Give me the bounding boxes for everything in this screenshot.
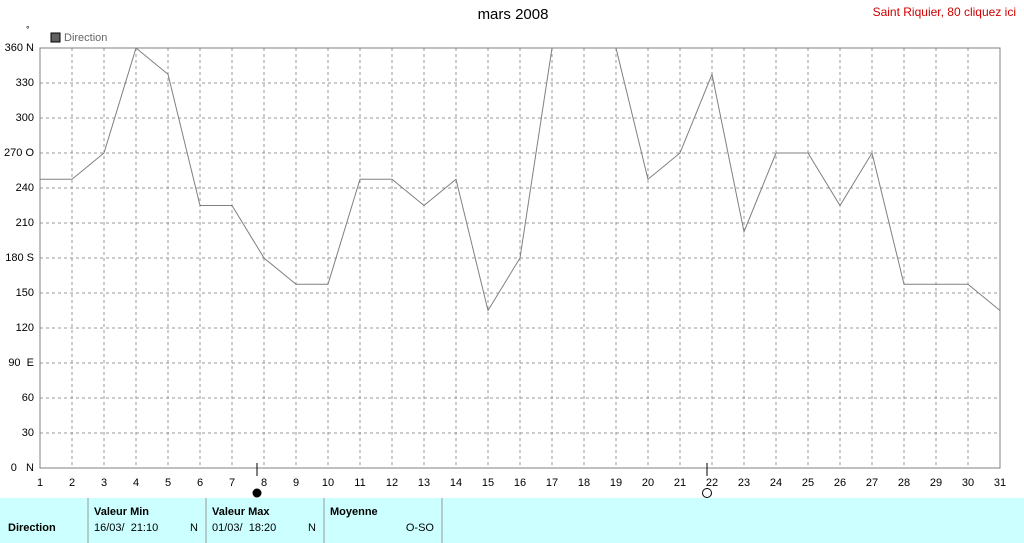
new-moon-icon bbox=[252, 488, 262, 498]
y-tick-label: 210 bbox=[16, 217, 34, 229]
x-tick-label: 13 bbox=[418, 477, 430, 489]
station-link[interactable]: Saint Riquier, 80 cliquez ici bbox=[873, 5, 1016, 19]
x-tick-label: 18 bbox=[578, 477, 590, 489]
chart-title: mars 2008 bbox=[478, 6, 549, 23]
x-tick-label: 27 bbox=[866, 477, 878, 489]
cell: N bbox=[190, 522, 198, 534]
y-tick-label: 120 bbox=[16, 322, 34, 334]
data-line bbox=[40, 47, 1001, 312]
x-tick-label: 6 bbox=[197, 477, 203, 489]
cell: N bbox=[308, 522, 316, 534]
x-tick-label: 22 bbox=[706, 477, 718, 489]
x-tick-label: 2 bbox=[69, 477, 75, 489]
x-tick-label: 28 bbox=[898, 477, 910, 489]
y-tick-label: 240 bbox=[16, 182, 34, 194]
x-tick-label: 9 bbox=[293, 477, 299, 489]
x-tick-label: 12 bbox=[386, 477, 398, 489]
x-tick-label: 19 bbox=[610, 477, 622, 489]
y-tick-label: 270 O bbox=[4, 147, 34, 159]
x-tick-label: 26 bbox=[834, 477, 846, 489]
legend-label: Direction bbox=[64, 32, 107, 44]
x-tick-label: 25 bbox=[802, 477, 814, 489]
cell: 16/03/ 21:10 bbox=[94, 522, 158, 534]
y-tick-label: 90 E bbox=[8, 357, 34, 369]
x-tick-label: 5 bbox=[165, 477, 171, 489]
stats-table: Valeur Min Valeur Max Moyenne Direction … bbox=[0, 498, 1024, 543]
table-background bbox=[0, 498, 1024, 543]
y-tick-label: 150 bbox=[16, 287, 34, 299]
x-tick-label: 30 bbox=[962, 477, 974, 489]
cell: O-SO bbox=[406, 522, 435, 534]
x-tick-label: 29 bbox=[930, 477, 942, 489]
y-tick-label: 0 N bbox=[11, 462, 34, 474]
table-header: Valeur Max bbox=[212, 506, 270, 518]
y-tick-label: 330 bbox=[16, 77, 34, 89]
x-tick-label: 10 bbox=[322, 477, 334, 489]
y-tick-label: 180 S bbox=[5, 252, 34, 264]
x-tick-label: 11 bbox=[354, 477, 365, 489]
x-tick-label: 7 bbox=[229, 477, 235, 489]
table-header: Valeur Min bbox=[94, 506, 149, 518]
plot-frame bbox=[39, 47, 1001, 469]
legend-swatch bbox=[50, 32, 61, 43]
full-moon-icon bbox=[702, 488, 712, 498]
unit-label: ° bbox=[26, 24, 30, 34]
table-header: Moyenne bbox=[330, 506, 378, 518]
x-tick-label: 14 bbox=[450, 477, 462, 489]
row-label: Direction bbox=[8, 522, 56, 534]
x-tick-label: 1 bbox=[37, 477, 43, 489]
y-tick-label: 60 bbox=[22, 392, 34, 404]
y-tick-label: 30 bbox=[22, 427, 34, 439]
x-tick-label: 21 bbox=[674, 477, 686, 489]
x-tick-label: 16 bbox=[514, 477, 526, 489]
x-tick-label: 23 bbox=[738, 477, 750, 489]
x-tick-label: 31 bbox=[994, 477, 1006, 489]
y-tick-label: 360 N bbox=[5, 42, 34, 54]
y-tick-label: 300 bbox=[16, 112, 34, 124]
cell: 01/03/ 18:20 bbox=[212, 522, 276, 534]
x-tick-label: 24 bbox=[770, 477, 782, 489]
x-tick-label: 15 bbox=[482, 477, 494, 489]
x-tick-label: 4 bbox=[133, 477, 139, 489]
x-tick-label: 20 bbox=[642, 477, 654, 489]
x-tick-label: 3 bbox=[101, 477, 107, 489]
x-tick-label: 17 bbox=[546, 477, 558, 489]
x-tick-label: 8 bbox=[261, 477, 267, 489]
